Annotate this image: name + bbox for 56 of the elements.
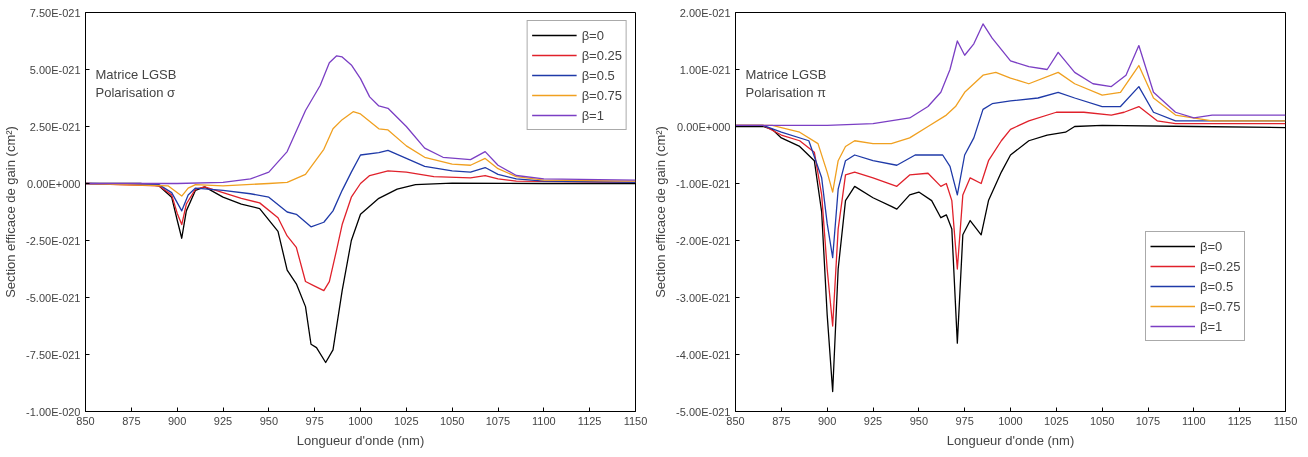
y-axis-title: Section efficace de gain (cm²) <box>653 126 669 298</box>
y-tick-label: -5.00E-021 <box>26 291 81 304</box>
x-tick-label: 950 <box>259 414 279 427</box>
y-tick-label: 2.50E-021 <box>29 120 81 133</box>
legend-label: β=0.75 <box>581 87 622 103</box>
legend-label: β=1 <box>581 107 604 123</box>
y-axis-title: Section efficace de gain (cm²) <box>3 126 19 298</box>
y-tick-label: -2.00E-021 <box>676 234 731 247</box>
annotation: Polarisation π <box>745 84 827 100</box>
x-tick-label: 900 <box>817 414 837 427</box>
y-tick-label: 7.50E-021 <box>29 6 81 19</box>
y-tick-label: 0.00E+000 <box>26 177 81 190</box>
x-tick-label: 975 <box>955 414 974 427</box>
x-tick-label: 1025 <box>394 414 419 427</box>
y-tick-label: 2.00E-021 <box>679 6 731 19</box>
x-tick-label: 1150 <box>1273 414 1298 427</box>
x-tick-label: 975 <box>305 414 324 427</box>
x-tick-label: 1125 <box>577 414 602 427</box>
legend-label: β=0 <box>1200 238 1223 254</box>
annotation: Matrice LGSB <box>745 66 827 82</box>
legend-label: β=0.25 <box>1200 258 1241 274</box>
x-axis-title: Longueur d'onde (nm) <box>296 432 425 448</box>
x-tick-label: 1125 <box>1227 414 1252 427</box>
x-tick-label: 1100 <box>1182 414 1206 427</box>
legend-label: β=0 <box>581 27 604 43</box>
y-tick-label: -2.50E-021 <box>26 234 81 247</box>
legend-label: β=0.5 <box>581 67 615 83</box>
x-tick-label: 1000 <box>998 414 1023 427</box>
y-tick-label: 5.00E-021 <box>29 63 81 76</box>
y-tick-label: -1.00E-021 <box>676 177 731 190</box>
x-tick-label: 1050 <box>1089 414 1115 427</box>
x-axis-title: Longueur d'onde (nm) <box>946 432 1075 448</box>
y-tick-label: -7.50E-021 <box>26 348 81 361</box>
y-tick-label: -3.00E-021 <box>676 291 731 304</box>
annotation: Matrice LGSB <box>95 66 177 82</box>
x-tick-label: 1025 <box>1044 414 1069 427</box>
x-tick-label: 925 <box>863 414 883 427</box>
y-tick-label: 0.00E+000 <box>676 120 731 133</box>
annotation: Polarisation σ <box>95 84 176 100</box>
x-tick-label: 1075 <box>1135 414 1161 427</box>
y-tick-label: 1.00E-021 <box>679 63 731 76</box>
legend-label: β=0.5 <box>1200 278 1234 294</box>
x-tick-label: 1150 <box>623 414 648 427</box>
x-tick-label: 950 <box>909 414 929 427</box>
legend-label: β=1 <box>1200 318 1223 334</box>
x-tick-label: 1075 <box>485 414 511 427</box>
legend-label: β=0.75 <box>1200 298 1241 314</box>
x-tick-label: 900 <box>167 414 187 427</box>
x-tick-label: 1100 <box>532 414 556 427</box>
legend-label: β=0.25 <box>581 47 622 63</box>
y-tick-label: -4.00E-021 <box>676 348 731 361</box>
x-tick-label: 875 <box>122 414 141 427</box>
x-tick-label: 1000 <box>348 414 373 427</box>
x-tick-label: 925 <box>213 414 233 427</box>
x-tick-label: 1050 <box>439 414 465 427</box>
x-tick-label: 875 <box>772 414 791 427</box>
